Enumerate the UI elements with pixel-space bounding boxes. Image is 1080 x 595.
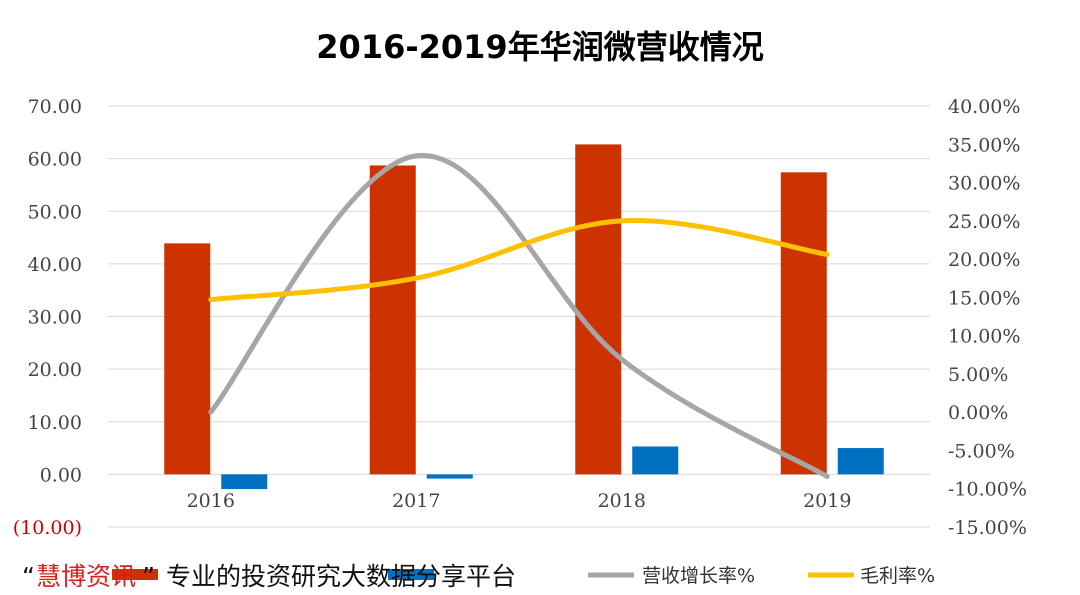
category-label: 2016 [187, 490, 235, 512]
left-tick-label: 30.00 [28, 307, 82, 329]
right-tick-label: 15.00% [948, 287, 1020, 309]
bar-profit [221, 474, 268, 490]
category-label: 2017 [392, 490, 440, 512]
left-tick-label: 70.00 [28, 96, 82, 118]
right-tick-label: -15.00% [948, 517, 1027, 539]
category-ticks: 2016 2017 2018 2019 [187, 490, 852, 512]
category-label: 2018 [598, 490, 646, 512]
left-tick-label: (10.00) [13, 517, 82, 539]
left-tick-label: 10.00 [28, 412, 82, 434]
bar-revenue [369, 165, 416, 475]
right-tick-label: 40.00% [948, 96, 1020, 118]
right-tick-label: 25.00% [948, 211, 1020, 233]
line-growth [208, 153, 830, 479]
category-label: 2019 [803, 490, 851, 512]
watermark-text: 专业的投资研究大数据分享平台 [166, 562, 516, 591]
bar-revenue [780, 172, 827, 475]
right-tick-label: -10.00% [948, 479, 1027, 501]
bar-profit [632, 446, 679, 475]
left-tick-label: 20.00 [28, 359, 82, 381]
bar-revenue [164, 243, 211, 475]
left-axis-ticks: (10.00) 0.00 10.00 20.00 30.00 40.00 50.00 60.0… [13, 96, 82, 539]
watermark-quote-close: ” [142, 562, 155, 591]
legend-label-margin: 毛利率% [860, 565, 935, 587]
watermark: “ 慧博资讯 ” 专业的投资研究大数据分享平台 [22, 562, 516, 591]
right-tick-label: -5.00% [948, 440, 1015, 462]
watermark-quote-open: “ [22, 562, 35, 591]
right-tick-label: 30.00% [948, 173, 1020, 195]
right-tick-label: 35.00% [948, 134, 1020, 156]
left-tick-label: 0.00 [40, 464, 82, 486]
left-tick-label: 40.00 [28, 254, 82, 276]
right-tick-label: 5.00% [948, 364, 1008, 386]
left-tick-label: 60.00 [28, 149, 82, 171]
right-tick-label: 0.00% [948, 402, 1008, 424]
legend-label-growth: 营收增长率% [642, 565, 755, 587]
legend-swatch-profit [388, 569, 434, 580]
bar-profit [426, 474, 473, 479]
line-margin [208, 217, 830, 303]
legend: 营收增长率% 毛利率% [112, 565, 935, 587]
chart-title: 2016-2019年华润微营收情况 [316, 28, 763, 66]
left-tick-label: 50.00 [28, 201, 82, 223]
right-tick-label: 10.00% [948, 326, 1020, 348]
lines [208, 153, 830, 479]
bar-profit [837, 448, 884, 475]
right-tick-label: 20.00% [948, 249, 1020, 271]
legend-swatch-revenue [112, 569, 158, 580]
bars [164, 144, 884, 490]
watermark-brand: 慧博资讯 [36, 562, 136, 591]
bar-revenue [575, 144, 622, 475]
right-axis-ticks: -15.00% -10.00% -5.00% 0.00% 5.00% 10.00% 15.0… [948, 96, 1027, 539]
